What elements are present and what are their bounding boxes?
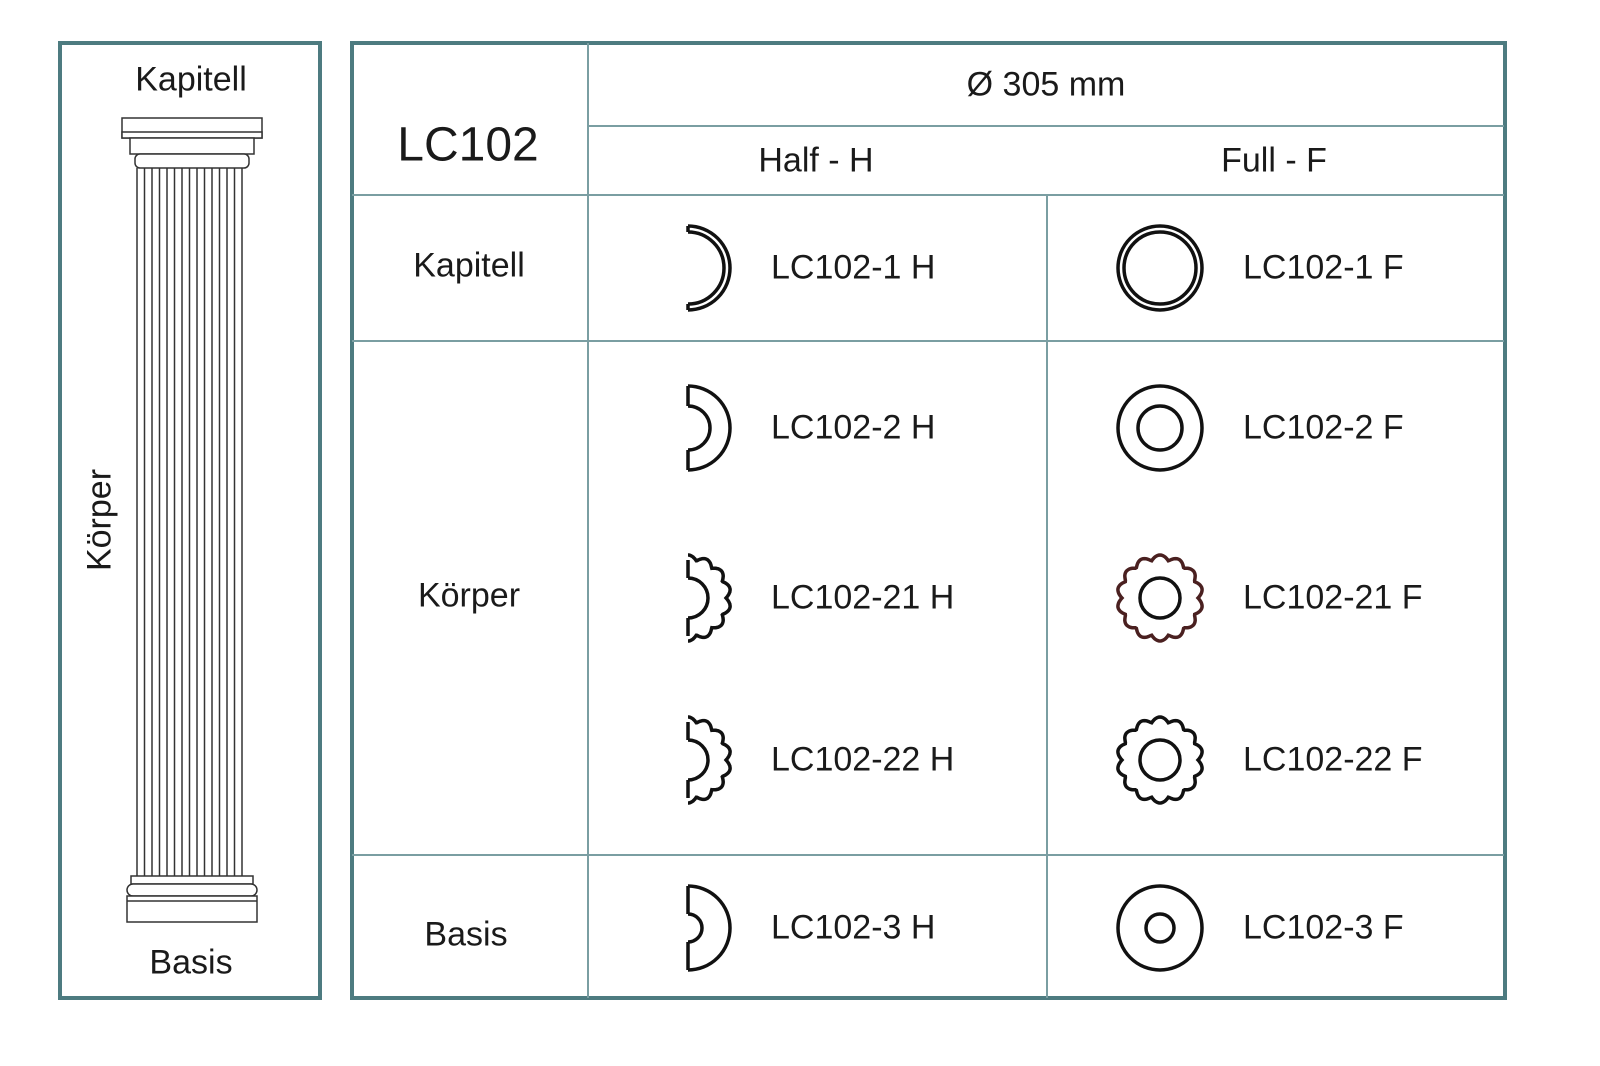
half-part-code: LC102-3 H (771, 908, 936, 947)
half-wide-ring-icon (686, 884, 732, 972)
section-basis: Basis (424, 915, 508, 954)
grid-line (589, 125, 1504, 127)
half-column-header: Half - H (758, 141, 874, 180)
full-part-code: LC102-22 F (1243, 740, 1423, 779)
full-part-code: LC102-1 F (1243, 248, 1404, 287)
variant-table (350, 41, 1507, 1000)
full-part-code: LC102-21 F (1243, 578, 1423, 617)
full-part-code: LC102-2 F (1243, 408, 1404, 447)
column-illustration (121, 117, 263, 923)
section-kapitell: Kapitell (413, 246, 525, 285)
half-part-code: LC102-22 H (771, 740, 955, 779)
full-wide-ring-icon (1116, 884, 1204, 972)
half-part-code: LC102-2 H (771, 408, 936, 447)
grid-line (587, 43, 589, 998)
half-fluted-ring-icon (686, 553, 732, 643)
model-title: LC102 (397, 118, 539, 172)
diameter-header: Ø 305 mm (966, 65, 1126, 104)
full-part-code: LC102-3 F (1243, 908, 1404, 947)
grid-line (352, 340, 1504, 342)
half-ring-icon (686, 384, 732, 472)
full-fluted-ring-icon (1116, 715, 1204, 805)
grid-line (352, 854, 1504, 856)
section-koerper: Körper (417, 576, 521, 615)
column-top-label: Kapitell (135, 60, 247, 99)
full-fluted-ring-icon (1116, 553, 1204, 643)
half-part-code: LC102-21 H (771, 578, 955, 617)
half-part-code: LC102-1 H (771, 248, 936, 287)
column-bottom-label: Basis (149, 943, 233, 982)
column-panel (58, 41, 322, 1000)
grid-line (1046, 195, 1048, 998)
grid-line (352, 194, 1504, 196)
half-fluted-ring-icon (686, 715, 732, 805)
full-thick-ring-icon (1116, 224, 1204, 312)
full-ring-icon (1116, 384, 1204, 472)
full-column-header: Full - F (1221, 141, 1327, 180)
half-thick-ring-icon (686, 224, 732, 312)
